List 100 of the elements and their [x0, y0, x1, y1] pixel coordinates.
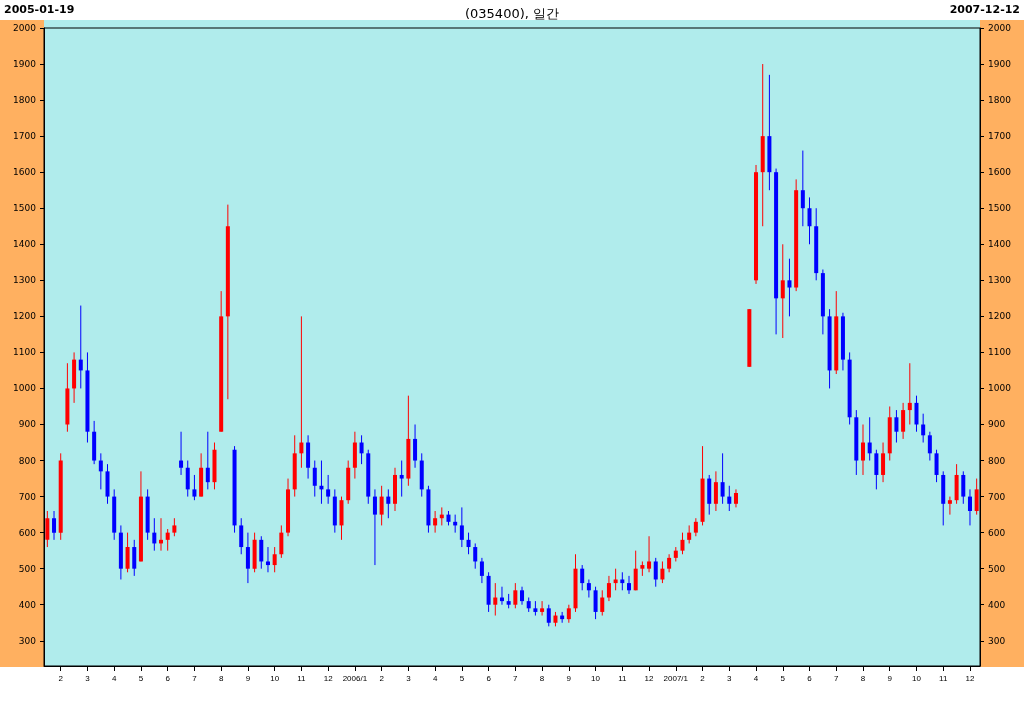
x-tick-label: 10 [912, 673, 922, 683]
x-tick-label: 7 [513, 673, 519, 683]
x-tick-label: 3 [85, 673, 91, 683]
candlestick [165, 528, 170, 552]
candlestick [326, 474, 331, 505]
candlestick [78, 305, 83, 389]
x-tick-label: 5 [459, 673, 465, 683]
y-tick-label: 700 [18, 491, 37, 502]
y-tick-label: 1400 [13, 239, 37, 250]
x-tick-label: 12 [323, 673, 334, 683]
candlestick [967, 488, 972, 526]
candlestick [245, 532, 250, 584]
y2-tick-label: 1100 [988, 347, 1012, 358]
candlestick [780, 243, 785, 339]
y2-tick-label: 400 [988, 599, 1006, 610]
x-tick-label: 9 [566, 673, 572, 683]
y-tick-label: 400 [18, 599, 37, 610]
x-tick-label: 10 [270, 673, 280, 683]
x-tick-label: 4 [111, 673, 117, 683]
y-tick-label: 1000 [13, 383, 37, 394]
candlestick [660, 560, 665, 584]
y2-tick-label: 600 [988, 527, 1006, 538]
candlestick [626, 575, 632, 595]
candlestick [667, 553, 672, 573]
y2-tick-label: 1900 [988, 59, 1012, 70]
candlestick [125, 532, 130, 573]
candlestick [927, 431, 932, 462]
candlestick [98, 452, 103, 490]
y-tick-label: 300 [18, 635, 37, 646]
x-tick-label: 2 [700, 673, 706, 683]
candlestick [580, 564, 585, 591]
y2-tick-label: 1600 [988, 167, 1012, 178]
y-tick-label: 1700 [13, 131, 37, 142]
x-tick-label: 4 [753, 673, 759, 683]
candlestick [653, 557, 658, 588]
candlestick [907, 362, 912, 425]
candlestick [606, 575, 611, 602]
x-tick-label: 6 [165, 673, 171, 683]
y2-tick-label: 1300 [988, 275, 1012, 286]
candlestick [687, 524, 692, 544]
candlestick [179, 431, 184, 476]
candlestick [172, 517, 177, 537]
candlestick [914, 395, 919, 433]
y2-tick-label: 1400 [988, 239, 1012, 250]
x-tick-label: 9 [245, 673, 251, 683]
y2-tick-label: 1500 [988, 203, 1012, 214]
candlestick [466, 532, 471, 555]
candlestick [239, 517, 244, 555]
candlestick [386, 488, 391, 519]
candlestick [680, 532, 685, 555]
candlestick [807, 196, 812, 245]
candlestick [459, 506, 464, 548]
candlestick [272, 546, 277, 573]
candlestick [399, 460, 404, 498]
x-tick-label: 12 [644, 673, 655, 683]
candlestick [279, 524, 284, 559]
x-tick-label: 4 [432, 673, 438, 683]
x-tick-label: 11 [618, 673, 628, 683]
y2-tick-label: 500 [988, 563, 1006, 574]
x-tick-label: 11 [297, 673, 307, 683]
x-tick-label: 12 [965, 673, 975, 683]
x-tick-label: 2 [379, 673, 385, 683]
candlestick [540, 600, 545, 617]
candlestick [800, 150, 805, 227]
candlestick [934, 449, 939, 483]
candlestick [613, 568, 618, 591]
candlestick [433, 510, 438, 534]
y-tick-label: 1300 [13, 275, 37, 286]
y-tick-label: 500 [18, 563, 37, 574]
candlestick [493, 582, 498, 617]
y-tick-label: 600 [18, 527, 37, 538]
y-tick-label: 1500 [13, 203, 37, 214]
candlestick [620, 571, 625, 591]
y-tick-label: 1800 [13, 95, 37, 106]
candlestick [860, 424, 866, 476]
y-tick-label: 800 [18, 455, 37, 466]
text: 2005-01-19 [4, 3, 75, 16]
candlestick [546, 604, 551, 627]
candlestick [192, 474, 197, 501]
candlestick [479, 557, 484, 584]
candlestick [961, 470, 966, 505]
candlestick [593, 586, 598, 620]
candlestick [867, 416, 872, 462]
candlestick [713, 470, 718, 512]
candlestick [633, 550, 638, 591]
x-tick-label: 5 [780, 673, 786, 683]
y2-tick-label: 300 [988, 635, 1006, 646]
candlestick [894, 409, 899, 444]
y2-tick-label: 2000 [988, 23, 1012, 33]
x-tick-label: 3 [727, 673, 733, 683]
candlestick [881, 442, 886, 483]
y-tick-label: 1600 [13, 167, 37, 178]
text: 2007-12-12 [949, 3, 1021, 16]
x-tick-label: 6 [486, 673, 492, 683]
y-tick-label: 900 [18, 419, 37, 430]
candlestick [52, 510, 57, 541]
x-tick-label: 2 [58, 673, 64, 683]
y2-tick-label: 1200 [988, 311, 1012, 322]
y-tick-label: 1200 [13, 311, 37, 322]
x-tick-label: 8 [218, 673, 224, 683]
